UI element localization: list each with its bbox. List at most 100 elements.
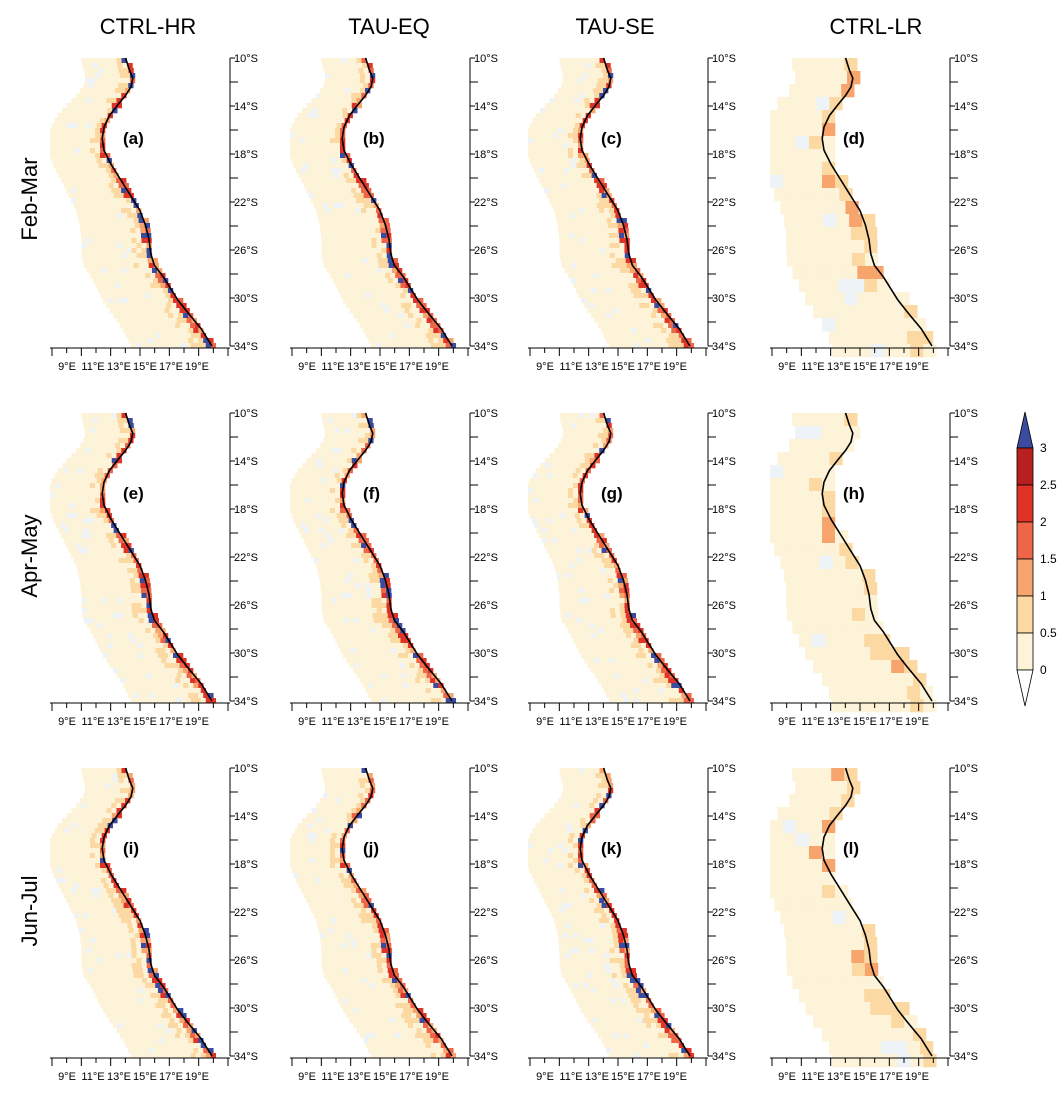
grid-cell — [536, 173, 542, 179]
grid-cell — [825, 253, 840, 267]
grid-cell — [119, 428, 126, 434]
grid-cell — [91, 238, 97, 244]
grid-cell — [884, 344, 898, 358]
grid-cell — [613, 228, 619, 234]
grid-cell — [107, 63, 113, 69]
grid-cell — [146, 673, 152, 679]
grid-cell — [200, 688, 207, 694]
grid-cell — [55, 128, 61, 134]
grid-cell — [826, 188, 840, 202]
grid-cell — [577, 433, 584, 439]
grid-cell — [325, 148, 331, 154]
grid-cell — [551, 558, 557, 564]
grid-cell — [598, 678, 604, 684]
grid-cell — [87, 108, 93, 114]
grid-cell — [792, 266, 806, 280]
grid-cell — [610, 213, 616, 219]
grid-cell — [325, 583, 331, 589]
grid-cell — [81, 208, 87, 214]
grid-cell — [595, 63, 601, 69]
grid-cell — [548, 483, 554, 489]
grid-cell — [570, 468, 576, 474]
grid-cell — [145, 273, 151, 279]
grid-cell — [135, 323, 141, 329]
grid-cell — [563, 88, 569, 94]
grid-cell — [111, 523, 117, 529]
grid-cell — [123, 193, 129, 199]
grid-cell — [381, 608, 388, 614]
grid-cell — [153, 618, 159, 624]
grid-cell — [385, 583, 391, 589]
grid-cell — [579, 98, 585, 104]
grid-cell — [619, 658, 625, 664]
grid-cell — [593, 628, 599, 634]
grid-cell — [81, 123, 87, 129]
grid-cell — [574, 233, 580, 239]
grid-cell — [313, 193, 319, 199]
grid-cell — [91, 553, 97, 559]
grid-cell — [125, 678, 131, 684]
grid-cell — [316, 513, 322, 519]
grid-cell — [554, 553, 560, 559]
grid-cell — [586, 203, 592, 209]
grid-cell — [119, 223, 126, 229]
grid-cell — [383, 668, 389, 674]
grid-cell — [553, 153, 559, 159]
grid-cell — [605, 418, 611, 424]
grid-cell — [92, 633, 99, 639]
grid-cell — [76, 178, 82, 184]
grid-cell — [543, 483, 549, 489]
grid-cell — [563, 493, 569, 499]
grid-cell — [633, 688, 640, 694]
grid-cell — [578, 273, 584, 279]
grid-cell — [640, 288, 647, 294]
grid-cell — [360, 323, 366, 329]
grid-cell — [133, 693, 139, 699]
grid-cell — [636, 338, 642, 344]
grid-cell — [368, 668, 374, 674]
grid-cell — [375, 283, 381, 289]
grid-cell — [386, 318, 392, 324]
grid-cell — [564, 453, 570, 459]
grid-cell — [563, 153, 569, 159]
grid-cell — [553, 488, 559, 494]
grid-cell — [358, 218, 364, 224]
grid-cell — [570, 108, 576, 114]
grid-cell — [633, 273, 639, 279]
grid-cell — [596, 68, 602, 74]
grid-cell — [368, 298, 374, 304]
grid-cell — [601, 653, 607, 659]
grid-cell — [571, 163, 577, 169]
grid-cell — [106, 198, 112, 204]
grid-cell — [323, 558, 329, 564]
grid-cell — [370, 283, 376, 289]
grid-cell — [608, 638, 614, 644]
grid-cell — [323, 193, 329, 199]
grid-cell — [103, 573, 109, 579]
grid-cell — [580, 613, 587, 619]
grid-cell — [340, 228, 346, 234]
grid-cell — [367, 288, 374, 294]
grid-cell — [319, 223, 326, 229]
grid-cell — [567, 78, 574, 84]
grid-cell — [348, 438, 354, 444]
grid-cell — [145, 628, 151, 634]
grid-cell — [331, 208, 337, 214]
grid-cell — [337, 463, 343, 469]
grid-cell — [69, 118, 75, 124]
grid-cell — [346, 93, 352, 99]
grid-cell — [143, 668, 149, 674]
grid-cell — [608, 583, 614, 589]
grid-cell — [181, 673, 187, 679]
grid-cell — [331, 593, 337, 599]
grid-cell — [101, 448, 107, 454]
grid-cell — [353, 183, 359, 189]
grid-cell — [380, 678, 386, 684]
grid-cell — [98, 68, 104, 74]
grid-cell — [355, 88, 361, 94]
grid-cell — [584, 598, 590, 604]
grid-cell — [390, 628, 396, 634]
grid-cell — [548, 143, 554, 149]
grid-cell — [94, 433, 101, 439]
coastline — [821, 57, 933, 347]
